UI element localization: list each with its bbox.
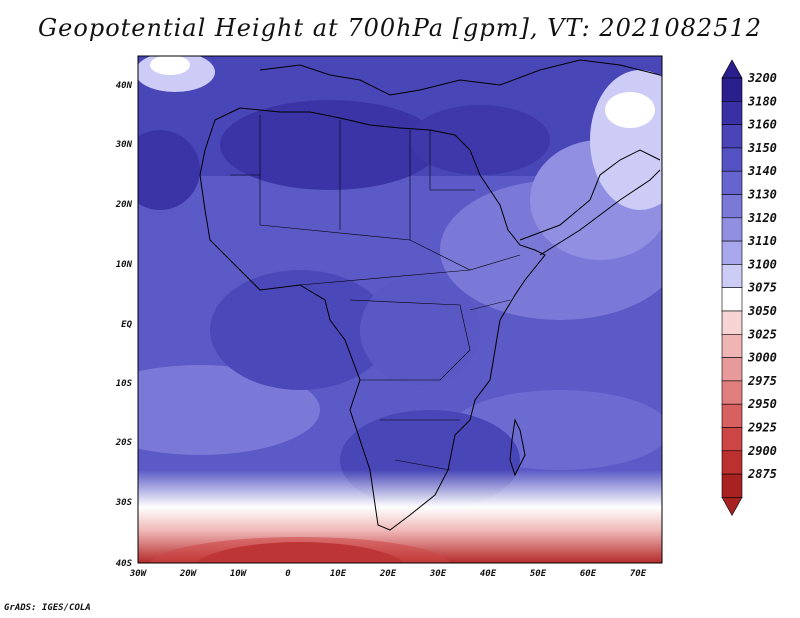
map-title: Geopotential Height at 700hPa [gpm], VT:… (38, 14, 762, 42)
colorbar-bottom-arrow (721, 497, 743, 517)
lon-label: 30E (429, 569, 447, 579)
colorbar-label: 3200 (747, 71, 777, 85)
colorbar-label: 3100 (747, 257, 777, 271)
colorbar-swatch (721, 170, 743, 195)
colorbar-swatch (721, 403, 743, 428)
colorbar-swatch (721, 357, 743, 382)
colorbar-label: 3130 (747, 188, 777, 202)
lon-label: 30W (129, 569, 148, 579)
colorbar-swatch (721, 450, 743, 475)
lon-label: 10W (230, 569, 248, 579)
colorbar-swatch (721, 310, 743, 335)
colorbar-swatch (721, 101, 743, 125)
lat-label: 10S (116, 379, 133, 389)
colorbar-swatch (721, 194, 743, 219)
latitude-axis: 40N 30N 20N 10N EQ 10S 20S 30S 40S (115, 81, 133, 569)
colorbar-label: 2925 (747, 421, 777, 435)
colorbar-swatch (721, 124, 743, 149)
lon-label: 70E (630, 569, 647, 579)
lon-label: 10E (330, 569, 347, 579)
lon-label: 0 (285, 569, 291, 579)
height-field (138, 56, 662, 563)
lat-label: 20N (115, 200, 133, 210)
lat-label: 20S (115, 438, 133, 448)
longitude-axis: 30W 20W 10W 0 10E 20E 30E 40E 50E 60E 70… (129, 569, 647, 579)
lon-label: 20E (379, 569, 397, 579)
colorbar-label: 2975 (747, 374, 777, 388)
lon-label: 40E (480, 569, 497, 579)
colorbar-label: 3050 (747, 304, 777, 318)
colorbar-label: 3075 (747, 281, 777, 295)
footer-credit: GrADS: IGES/COLA (4, 603, 91, 613)
colorbar-swatch (721, 427, 743, 452)
coastlines (199, 59, 661, 531)
colorbar-swatch (721, 147, 743, 172)
colorbar-label: 2900 (747, 444, 777, 458)
colorbar-swatch (721, 473, 743, 498)
colorbar-swatch (721, 77, 743, 102)
colorbar: 3200 3180 3160 3150 3140 3130 3120 3110 3100 3075… (721, 59, 777, 517)
lat-label: 30S (115, 498, 133, 508)
colorbar-label: 3000 (747, 351, 777, 365)
colorbar-swatch (721, 380, 743, 405)
colorbar-swatch (721, 333, 743, 358)
lon-label: 20W (179, 569, 198, 579)
lat-label: 40S (116, 559, 133, 569)
colorbar-swatch (721, 240, 743, 265)
colorbar-label: 3150 (747, 141, 777, 155)
colorbar-label: 3120 (747, 211, 777, 225)
colorbar-label: 3140 (747, 164, 777, 178)
colorbar-top-arrow (721, 59, 743, 79)
colorbar-label: 3160 (747, 118, 777, 132)
lat-label: 30N (115, 140, 133, 150)
lon-label: 60E (580, 569, 597, 579)
colorbar-label: 3025 (747, 327, 777, 341)
lat-label: EQ (121, 320, 132, 330)
colorbar-label: 3180 (747, 94, 777, 108)
lat-label: 40N (116, 81, 133, 91)
colorbar-label: 2950 (747, 397, 777, 411)
colorbar-swatch (721, 264, 743, 288)
colorbar-swatch (721, 217, 743, 242)
country-borders (230, 115, 521, 471)
lat-label: 10N (116, 260, 133, 270)
colorbar-label: 2875 (747, 467, 777, 481)
lon-label: 50E (530, 569, 547, 579)
colorbar-swatch (721, 287, 743, 312)
plot-frame (137, 55, 663, 564)
colorbar-label: 3110 (747, 234, 777, 248)
